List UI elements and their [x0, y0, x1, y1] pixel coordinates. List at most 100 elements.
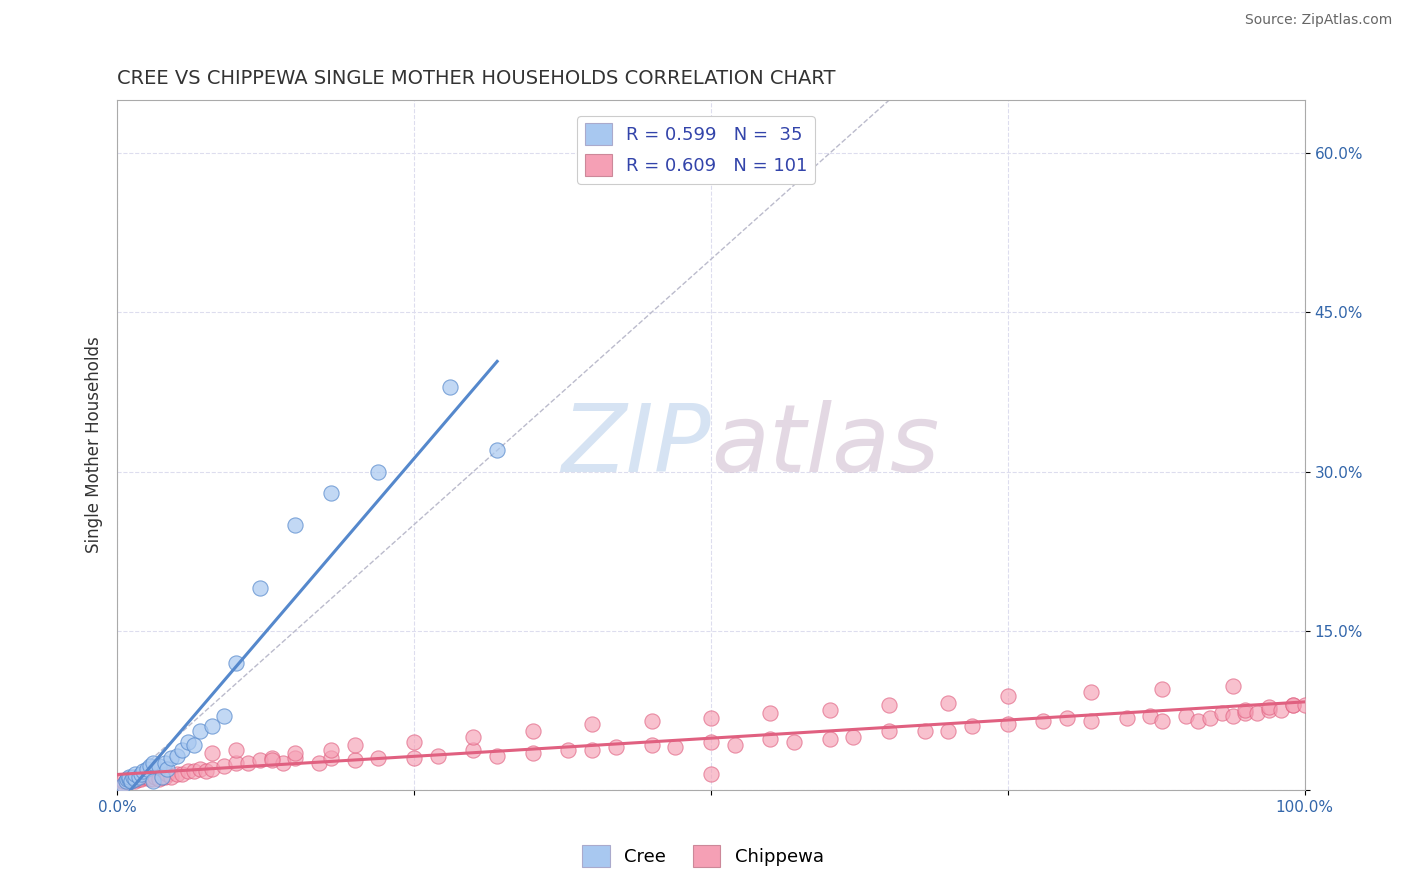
Point: [143, 770, 166, 784]
Point: [439, 379, 461, 393]
Point: [195, 764, 218, 778]
Point: [640, 739, 662, 753]
Point: [640, 714, 662, 728]
Point: [367, 751, 389, 765]
Point: [1258, 700, 1281, 714]
Point: [121, 770, 143, 784]
Point: [183, 739, 205, 753]
Point: [188, 762, 211, 776]
Point: [1222, 679, 1244, 693]
Point: [877, 698, 900, 712]
Point: [112, 774, 135, 789]
Point: [284, 751, 307, 765]
Point: [1270, 703, 1292, 717]
Point: [115, 772, 138, 787]
Point: [605, 740, 627, 755]
Point: [367, 465, 389, 479]
Point: [150, 770, 173, 784]
Point: [159, 770, 181, 784]
Text: ZIP: ZIP: [561, 400, 711, 491]
Point: [110, 778, 132, 792]
Y-axis label: Single Mother Households: Single Mother Households: [86, 336, 103, 553]
Point: [997, 717, 1019, 731]
Point: [135, 770, 157, 784]
Point: [1032, 714, 1054, 728]
Point: [124, 774, 146, 789]
Point: [201, 762, 224, 776]
Point: [188, 724, 211, 739]
Point: [148, 772, 170, 787]
Point: [997, 690, 1019, 704]
Point: [115, 772, 138, 787]
Point: [142, 756, 165, 771]
Point: [914, 724, 936, 739]
Point: [522, 724, 544, 739]
Point: [118, 772, 141, 787]
Point: [120, 774, 142, 789]
Point: [112, 778, 135, 792]
Point: [1080, 714, 1102, 728]
Point: [127, 772, 149, 787]
Point: [818, 731, 841, 746]
Point: [1258, 703, 1281, 717]
Point: [1234, 703, 1257, 717]
Point: [212, 708, 235, 723]
Point: [225, 756, 247, 771]
Point: [142, 774, 165, 789]
Point: [664, 740, 686, 755]
Point: [700, 735, 723, 749]
Point: [260, 751, 283, 765]
Point: [581, 717, 603, 731]
Point: [249, 581, 271, 595]
Point: [225, 656, 247, 670]
Point: [129, 772, 152, 787]
Point: [183, 764, 205, 778]
Point: [132, 764, 155, 778]
Point: [1080, 685, 1102, 699]
Point: [700, 711, 723, 725]
Point: [172, 767, 194, 781]
Point: [129, 767, 152, 781]
Point: [156, 767, 179, 781]
Point: [1211, 706, 1233, 721]
Legend: R = 0.599   N =  35, R = 0.609   N = 101: R = 0.599 N = 35, R = 0.609 N = 101: [578, 116, 815, 184]
Point: [118, 770, 141, 784]
Point: [177, 764, 200, 778]
Point: [225, 742, 247, 756]
Point: [166, 767, 188, 781]
Point: [557, 742, 579, 756]
Point: [960, 719, 983, 733]
Point: [159, 751, 181, 765]
Point: [284, 517, 307, 532]
Point: [118, 772, 141, 787]
Point: [135, 762, 157, 776]
Point: [128, 772, 150, 787]
Point: [486, 443, 509, 458]
Point: [1281, 698, 1303, 712]
Point: [486, 748, 509, 763]
Point: [273, 756, 295, 771]
Point: [142, 772, 165, 787]
Point: [201, 719, 224, 733]
Point: [249, 753, 271, 767]
Point: [1246, 706, 1268, 721]
Point: [938, 724, 960, 739]
Point: [343, 739, 366, 753]
Legend: Cree, Chippewa: Cree, Chippewa: [575, 838, 831, 874]
Point: [1294, 698, 1316, 712]
Point: [148, 759, 170, 773]
Point: [172, 742, 194, 756]
Point: [1281, 698, 1303, 712]
Point: [1174, 708, 1197, 723]
Point: [201, 746, 224, 760]
Point: [114, 774, 136, 789]
Point: [402, 751, 425, 765]
Point: [120, 774, 142, 789]
Point: [260, 753, 283, 767]
Point: [818, 703, 841, 717]
Point: [308, 756, 330, 771]
Point: [1139, 708, 1161, 723]
Point: [153, 770, 176, 784]
Point: [1222, 708, 1244, 723]
Point: [1187, 714, 1209, 728]
